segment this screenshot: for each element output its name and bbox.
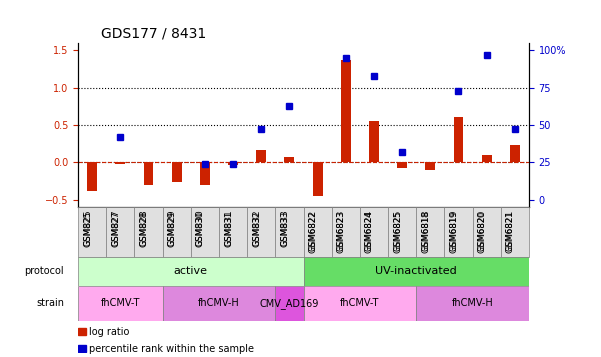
Text: GSM830: GSM830 (196, 210, 205, 247)
Text: GSM6820: GSM6820 (478, 211, 487, 251)
FancyBboxPatch shape (219, 207, 247, 257)
Text: GDS177 / 8431: GDS177 / 8431 (101, 26, 206, 40)
Bar (228, 162, 238, 165)
FancyBboxPatch shape (275, 207, 304, 257)
Bar (426, 162, 435, 170)
Text: strain: strain (36, 298, 64, 308)
Text: GSM832: GSM832 (252, 211, 261, 246)
Text: GSM825: GSM825 (83, 211, 92, 246)
Bar (256, 150, 266, 162)
FancyBboxPatch shape (247, 207, 275, 257)
FancyBboxPatch shape (360, 207, 388, 257)
Text: GSM830: GSM830 (196, 211, 205, 246)
Bar (481, 155, 492, 162)
Text: GSM828: GSM828 (139, 211, 148, 246)
Text: GSM6821: GSM6821 (506, 210, 515, 253)
Text: GSM6824: GSM6824 (365, 211, 374, 251)
FancyBboxPatch shape (444, 207, 472, 257)
Text: GSM6818: GSM6818 (421, 211, 430, 251)
FancyBboxPatch shape (135, 207, 163, 257)
Bar (78, 345, 87, 352)
Text: GSM6819: GSM6819 (450, 210, 459, 253)
FancyBboxPatch shape (388, 207, 416, 257)
Bar (304, 257, 529, 286)
Bar (200, 162, 210, 185)
Text: UV-inactivated: UV-inactivated (375, 266, 457, 276)
Text: GSM6822: GSM6822 (308, 210, 317, 253)
Bar (454, 117, 463, 162)
Bar (78, 257, 304, 286)
Text: GSM828: GSM828 (139, 210, 148, 247)
Bar (397, 162, 407, 168)
Bar (304, 286, 416, 321)
Text: GSM825: GSM825 (83, 210, 92, 247)
Text: protocol: protocol (25, 266, 64, 276)
Text: GSM827: GSM827 (111, 210, 120, 247)
Text: GSM6823: GSM6823 (337, 211, 346, 251)
Text: GSM832: GSM832 (252, 210, 261, 247)
Text: CMV_AD169: CMV_AD169 (260, 298, 319, 309)
Bar (313, 162, 323, 196)
Text: GSM829: GSM829 (168, 211, 177, 246)
Text: GSM833: GSM833 (281, 211, 290, 246)
Text: GSM6824: GSM6824 (365, 210, 374, 253)
Text: log ratio: log ratio (90, 327, 130, 337)
Text: GSM827: GSM827 (111, 211, 120, 246)
Text: GSM829: GSM829 (168, 210, 177, 247)
Text: GSM831: GSM831 (224, 210, 233, 247)
Bar (163, 286, 275, 321)
Bar (369, 121, 379, 162)
Text: GSM6819: GSM6819 (450, 211, 459, 251)
Bar (341, 60, 351, 162)
Bar (144, 162, 153, 185)
Bar (510, 145, 520, 162)
FancyBboxPatch shape (416, 207, 444, 257)
Bar (284, 157, 294, 162)
Bar (115, 162, 126, 164)
Bar (275, 286, 304, 321)
Text: fhCMV-H: fhCMV-H (198, 298, 240, 308)
FancyBboxPatch shape (106, 207, 135, 257)
Text: GSM6821: GSM6821 (506, 211, 515, 251)
Bar (78, 286, 163, 321)
FancyBboxPatch shape (163, 207, 191, 257)
Text: GSM6820: GSM6820 (478, 210, 487, 253)
Text: GSM833: GSM833 (281, 210, 290, 247)
Text: GSM6822: GSM6822 (308, 211, 317, 251)
Text: percentile rank within the sample: percentile rank within the sample (90, 344, 254, 354)
Text: active: active (174, 266, 208, 276)
Text: GSM6825: GSM6825 (393, 211, 402, 251)
Text: GSM6823: GSM6823 (337, 210, 346, 253)
Bar (172, 162, 182, 182)
Text: fhCMV-T: fhCMV-T (340, 298, 380, 308)
FancyBboxPatch shape (501, 207, 529, 257)
FancyBboxPatch shape (78, 207, 106, 257)
Text: fhCMV-T: fhCMV-T (101, 298, 140, 308)
Bar (87, 162, 97, 191)
Bar (78, 328, 87, 335)
Bar (416, 286, 529, 321)
Text: GSM6825: GSM6825 (393, 210, 402, 253)
FancyBboxPatch shape (191, 207, 219, 257)
FancyBboxPatch shape (472, 207, 501, 257)
FancyBboxPatch shape (304, 207, 332, 257)
FancyBboxPatch shape (332, 207, 360, 257)
Text: GSM6818: GSM6818 (421, 210, 430, 253)
Text: fhCMV-H: fhCMV-H (452, 298, 493, 308)
Text: GSM831: GSM831 (224, 211, 233, 246)
